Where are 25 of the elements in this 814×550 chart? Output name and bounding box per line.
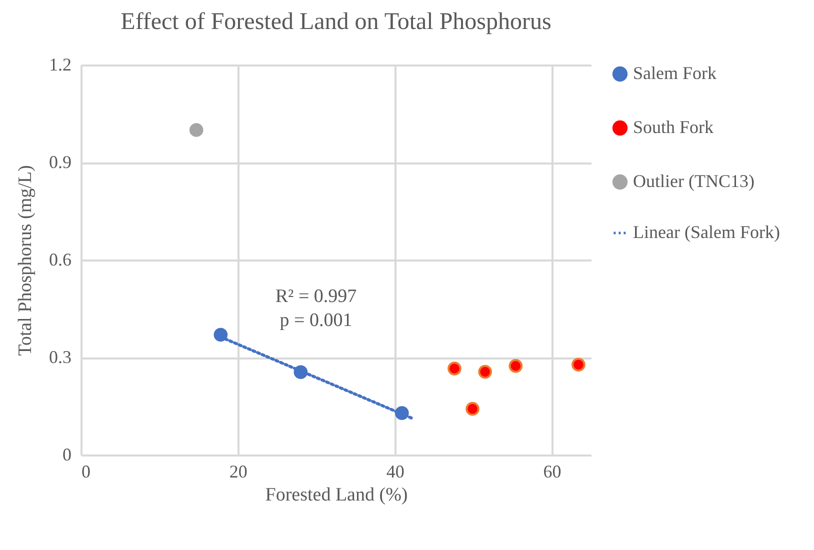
legend-label: Outlier (TNC13)	[633, 171, 754, 191]
y-tick-label: 0	[62, 444, 72, 464]
point	[466, 402, 480, 416]
y-tick-label: 1.2	[49, 54, 72, 74]
x-axis-title: Forested Land (%)	[265, 484, 408, 506]
legend-label: Linear (Salem Fork)	[633, 222, 780, 242]
point	[478, 364, 492, 379]
point	[189, 123, 204, 137]
legend-label: Salem Fork	[633, 63, 716, 83]
x-tick-label: 20	[229, 462, 248, 482]
y-axis-title: Total Phosphorus (mg/L)	[15, 165, 36, 356]
annotation: R² = 0.997	[275, 286, 357, 307]
y-tick-label: 0.9	[49, 152, 72, 172]
point	[448, 362, 462, 376]
point	[508, 359, 523, 373]
legend-label: South Fork	[633, 117, 714, 137]
y-tick-label: 0.6	[49, 250, 72, 270]
annotation: p = 0.001	[280, 310, 352, 331]
x-tick-label: 60	[543, 462, 562, 482]
point	[214, 328, 228, 342]
y-tick-label: 0.3	[49, 347, 72, 367]
chart-title: Effect of Forested Land on Total Phosphorus	[120, 9, 552, 35]
x-tick-label: 0	[82, 462, 90, 482]
point	[572, 358, 586, 372]
x-tick-label: 40	[386, 462, 404, 482]
